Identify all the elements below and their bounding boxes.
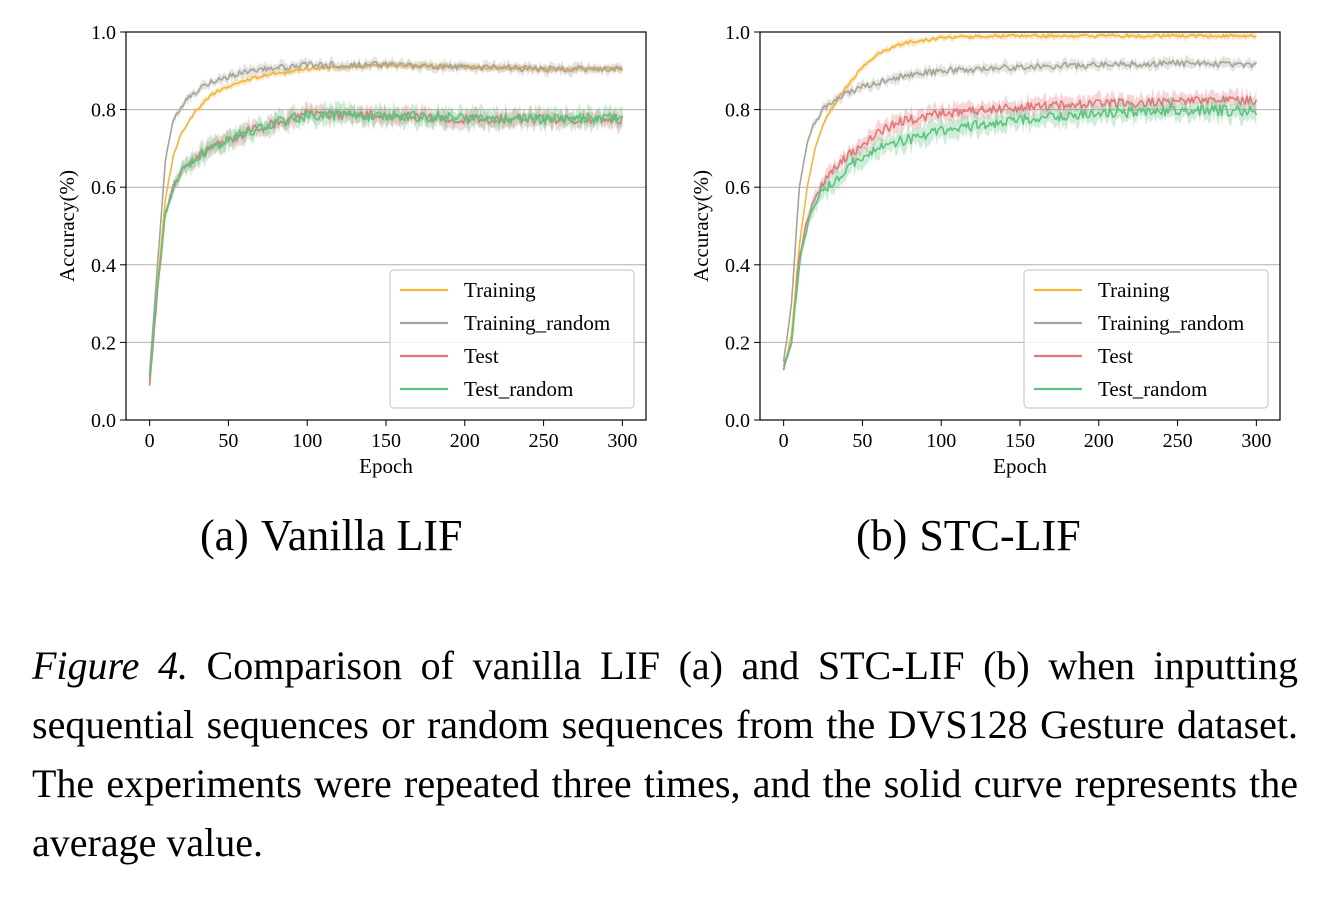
y-tick-label: 0.4: [725, 255, 750, 277]
subcaption-b-tag: (b): [856, 511, 908, 560]
x-tick-label: 200: [1084, 430, 1114, 452]
legend-box: [389, 269, 635, 409]
subcaption-b-text: STC-LIF: [919, 511, 1081, 560]
legend-label-test: Test: [464, 344, 499, 368]
series-line-test-random: [782, 104, 1258, 367]
x-tick-label: 150: [371, 430, 401, 452]
series-line-test-random: [148, 109, 623, 379]
y-tick-label: 0.6: [725, 177, 750, 199]
figure-charts: 0.0 0.2 0.4 0.6 0.8 1.0 0 50 100 150 200 250 300 Epoc…: [55, 22, 1281, 478]
series-line-training-random: [782, 59, 1257, 363]
legend-label-test: Test: [1098, 344, 1133, 368]
plot-area: [148, 55, 624, 389]
x-axis-label: Epoch: [993, 454, 1047, 478]
y-tick-label: 0.2: [91, 332, 116, 354]
x-tick-label: 50: [218, 430, 238, 452]
legend-box: [1023, 269, 1269, 409]
y-tick-label: 0.8: [725, 100, 750, 122]
y-tick-label: 0.2: [725, 332, 750, 354]
series-line-test: [782, 95, 1258, 371]
legend-label-training-random: Training_random: [1098, 311, 1244, 335]
subcaption-b: (b) STC-LIF: [856, 510, 1093, 561]
y-tick-label: 1.0: [91, 22, 116, 44]
series-line-test: [148, 108, 624, 386]
legend-label-test-random: Test_random: [1098, 377, 1207, 401]
x-tick-label: 250: [1163, 430, 1193, 452]
x-axis-label: Epoch: [359, 454, 413, 478]
x-tick-label: 200: [450, 430, 480, 452]
y-tick-label: 0.4: [91, 255, 116, 277]
series-line-training: [148, 63, 623, 382]
legend: Training Training_random Test Test_random: [389, 269, 635, 409]
y-axis-label: Accuracy(%): [55, 170, 79, 282]
subcaption-a-tag: (a): [200, 511, 249, 560]
series-line-training: [782, 33, 1257, 370]
plot-area: [782, 32, 1258, 373]
x-tick-label: 300: [607, 430, 637, 452]
figure-caption-text: Comparison of vanilla LIF (a) and STC-LI…: [32, 643, 1299, 865]
y-tick-label: 0.0: [725, 410, 750, 432]
subcaption-a-text: Vanilla LIF: [260, 511, 463, 560]
legend-label-test-random: Test_random: [464, 377, 573, 401]
y-tick-label: 0.8: [91, 100, 116, 122]
subcaption-a: (a) Vanilla LIF: [200, 510, 474, 561]
series-band-test-random: [783, 94, 1257, 369]
legend: Training Training_random Test Test_random: [1023, 269, 1269, 409]
figure-caption: Figure 4. Comparison of vanilla LIF (a) …: [32, 636, 1298, 872]
x-tick-label: 300: [1241, 430, 1271, 452]
series-line-training-random: [148, 61, 624, 374]
x-tick-label: 50: [852, 430, 872, 452]
x-tick-label: 0: [145, 430, 155, 452]
x-tick-label: 0: [779, 430, 789, 452]
x-tick-label: 100: [926, 430, 956, 452]
y-tick-label: 0.0: [91, 410, 116, 432]
legend-label-training: Training: [464, 278, 536, 302]
x-tick-label: 150: [1005, 430, 1035, 452]
chart-stc-lif: 0.0 0.2 0.4 0.6 0.8 1.0 0 50 100 150 200 250 300 Epoc…: [689, 22, 1281, 478]
y-tick-label: 0.6: [91, 177, 116, 199]
figure-label: Figure 4.: [32, 643, 188, 688]
chart-vanilla-lif: 0.0 0.2 0.4 0.6 0.8 1.0 0 50 100 150 200 250 300 Epoc…: [55, 22, 647, 478]
legend-label-training: Training: [1098, 278, 1170, 302]
legend-label-training-random: Training_random: [464, 311, 610, 335]
y-tick-label: 1.0: [725, 22, 750, 44]
x-tick-label: 250: [529, 430, 559, 452]
x-tick-label: 100: [292, 430, 322, 452]
y-axis-label: Accuracy(%): [689, 170, 713, 282]
series-band-test: [149, 101, 623, 389]
